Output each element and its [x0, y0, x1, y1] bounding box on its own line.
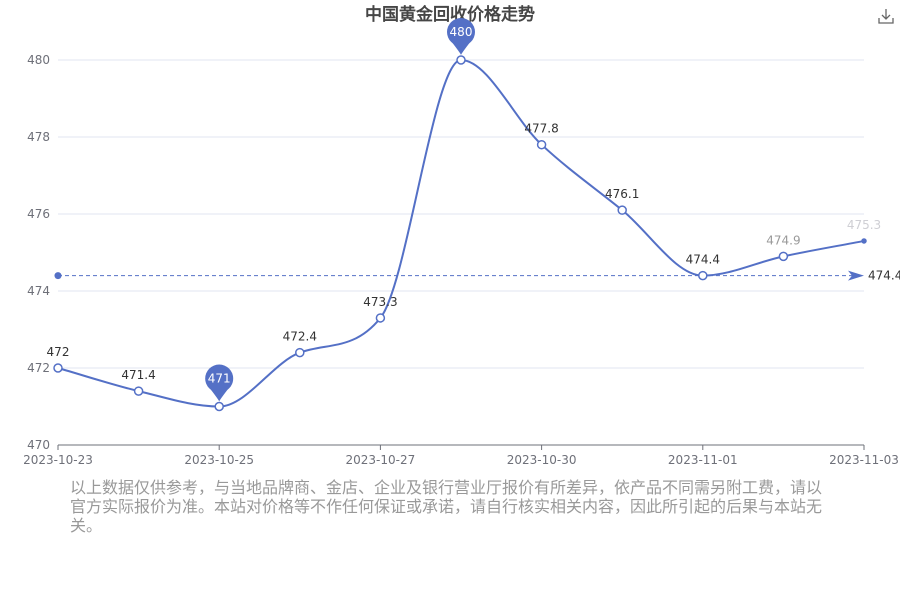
grid-lines [58, 59, 864, 369]
max-pin-label: 480 [450, 25, 473, 39]
data-label: 477.8 [524, 122, 558, 136]
data-point [778, 251, 789, 262]
disclaimer-text: 以上数据仅供参考，与当地品牌商、金店、企业及银行营业厅报价有所差异，依产品不同需… [70, 478, 823, 535]
chart-title: 中国黄金回收价格走势 [365, 4, 535, 25]
data-label: 474.9 [766, 233, 800, 247]
x-tick-label: 2023-11-01 [668, 453, 738, 467]
x-tick-label: 2023-10-30 [507, 453, 577, 467]
data-label: 471.4 [121, 368, 155, 382]
y-tick-label: 476 [27, 207, 50, 221]
max-pin: 480 [447, 18, 475, 55]
price-series: 472 471.4 472.4 473.3 477.8 476.1 474.4 474.9 47… [47, 55, 881, 412]
data-point [698, 270, 708, 281]
download-icon[interactable] [876, 6, 896, 26]
x-tick-label: 2023-10-23 [23, 453, 93, 467]
data-point [214, 401, 224, 412]
average-line: 474.4 [54, 269, 900, 283]
data-point [456, 55, 466, 65]
data-point [375, 313, 386, 323]
series-line [57, 58, 865, 408]
average-line-start [54, 272, 62, 280]
min-pin: 471 [205, 364, 234, 402]
y-axis: 470 472 474 476 478 480 [27, 53, 50, 452]
y-tick-label: 472 [27, 361, 50, 375]
x-tick-label: 2023-11-03 [829, 453, 899, 467]
data-label: 475.3 [847, 218, 881, 232]
data-label: 472 [47, 345, 70, 359]
data-label: 473.3 [363, 295, 397, 309]
x-tick-label: 2023-10-27 [346, 453, 416, 467]
average-line-arrow [848, 270, 864, 281]
data-label: 476.1 [605, 187, 639, 201]
data-point [861, 238, 867, 244]
min-pin-label: 471 [208, 372, 231, 386]
data-point [617, 205, 627, 215]
x-tick-label: 2023-10-25 [184, 453, 254, 467]
extreme-markers: 480 471 [205, 18, 475, 402]
data-label: 474.4 [686, 253, 720, 267]
y-tick-label: 474 [27, 284, 50, 298]
y-tick-label: 478 [27, 130, 50, 144]
data-label: 472.4 [283, 330, 317, 344]
y-tick-label: 480 [27, 53, 50, 67]
x-axis: 2023-10-23 2023-10-25 2023-10-27 2023-10-30… [23, 444, 899, 467]
data-point [295, 347, 305, 358]
data-point [536, 139, 547, 150]
data-point [53, 363, 63, 373]
average-line-label: 474.4 [868, 269, 900, 283]
y-tick-label: 470 [27, 438, 50, 452]
data-point [133, 386, 144, 396]
